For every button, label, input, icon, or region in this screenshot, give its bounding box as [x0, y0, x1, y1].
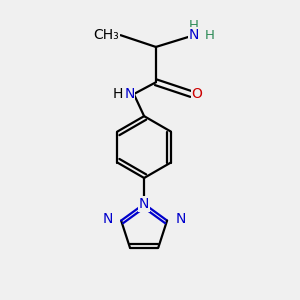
Text: N: N — [103, 212, 113, 226]
Text: N: N — [139, 197, 149, 211]
Text: N: N — [124, 87, 135, 101]
Text: H: H — [113, 87, 124, 101]
Text: H: H — [205, 29, 214, 42]
Text: CH₃: CH₃ — [93, 28, 119, 42]
Text: N: N — [189, 28, 200, 42]
Text: O: O — [192, 87, 203, 101]
Text: N: N — [175, 212, 186, 226]
Text: H: H — [189, 19, 199, 32]
